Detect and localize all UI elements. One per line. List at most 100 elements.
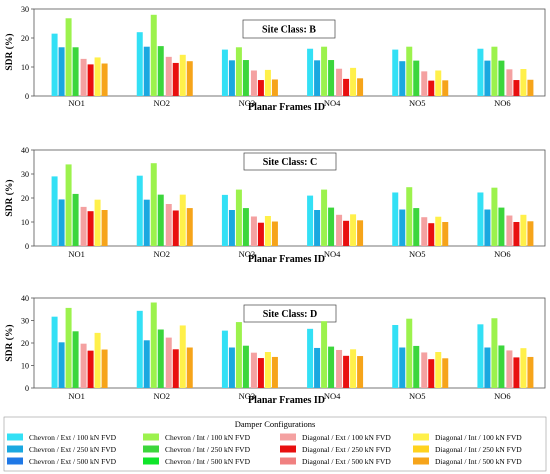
- legend-swatch: [7, 457, 23, 465]
- bar: [421, 217, 428, 246]
- legend-item: Diagonal / Ext / 500 kN FVD: [280, 457, 391, 466]
- bar: [179, 54, 186, 96]
- bar: [336, 68, 343, 96]
- bar: [51, 316, 58, 388]
- bar: [428, 80, 435, 96]
- legend-item: Diagonal / Int / 500 kN FVD: [413, 457, 522, 466]
- bar: [520, 348, 527, 388]
- bar: [179, 325, 186, 388]
- x-axis-label: Planar Frames ID: [248, 254, 325, 265]
- legend-swatch: [143, 445, 159, 453]
- legend-swatch: [413, 433, 429, 441]
- bar: [442, 222, 449, 246]
- bar: [271, 356, 278, 388]
- bar: [392, 49, 399, 96]
- bar: [136, 310, 143, 388]
- legend-swatch: [143, 433, 159, 441]
- bar: [392, 325, 399, 388]
- bar: [399, 347, 406, 388]
- bar: [80, 58, 87, 96]
- legend-item: Chevron / Int / 250 kN FVD: [143, 445, 251, 454]
- bar: [157, 329, 164, 388]
- bar: [406, 187, 413, 246]
- bar: [477, 324, 484, 388]
- x-tick-label: NO6: [494, 98, 511, 108]
- legend-swatch: [280, 457, 296, 465]
- legend-item: Chevron / Int / 500 kN FVD: [143, 457, 251, 466]
- bar: [136, 175, 143, 246]
- x-tick-label: NO2: [153, 98, 170, 108]
- bar: [498, 345, 505, 388]
- bar: [435, 216, 442, 246]
- bar: [242, 60, 249, 96]
- y-tick-label: 0: [25, 242, 29, 251]
- x-tick-label: NO1: [68, 249, 85, 259]
- bar: [428, 359, 435, 388]
- legend-label: Diagonal / Int / 100 kN FVD: [435, 433, 522, 442]
- legend-label: Chevron / Ext / 250 kN FVD: [29, 445, 117, 454]
- bar: [101, 349, 108, 388]
- chart-panel-1: 0 10 20 30 SDR (%) Planar Frames ID Site Class…: [4, 5, 546, 113]
- legend: Damper Configurations Chevron / Ext / 100…: [3, 416, 547, 472]
- bar: [328, 60, 335, 96]
- bar: [80, 206, 87, 246]
- bar: [307, 328, 314, 388]
- x-tick-label: NO5: [409, 391, 426, 401]
- bar: [314, 210, 321, 246]
- bar: [413, 208, 420, 246]
- bar: [257, 358, 264, 388]
- x-tick-label: NO3: [239, 249, 256, 259]
- y-tick-label: 0: [25, 92, 29, 101]
- chart-panel-2: 0 10 20 30 40 SDR (%) Planar Frames ID Site Cla…: [4, 146, 546, 265]
- legend-label: Diagonal / Ext / 500 kN FVD: [302, 457, 391, 466]
- x-axis-label: Planar Frames ID: [248, 102, 325, 113]
- bar: [264, 69, 271, 96]
- y-tick-label: 10: [21, 218, 29, 227]
- x-tick-label: NO3: [239, 98, 256, 108]
- bar: [242, 208, 249, 246]
- bar: [491, 187, 498, 246]
- bar: [264, 216, 271, 246]
- bar: [336, 349, 343, 388]
- x-tick-label: NO6: [494, 249, 511, 259]
- bar: [513, 80, 520, 96]
- y-tick-label: 30: [21, 317, 29, 326]
- bar: [399, 209, 406, 246]
- plot-frame: [33, 8, 546, 97]
- bar: [271, 221, 278, 246]
- bar: [392, 192, 399, 246]
- bar: [321, 321, 328, 388]
- y-tick-label: 30: [21, 170, 29, 179]
- bar: [172, 210, 179, 246]
- legend-title: Damper Configurations: [235, 419, 316, 429]
- legend-swatch: [7, 433, 23, 441]
- bar: [94, 199, 101, 246]
- bar: [506, 350, 513, 388]
- chart-panel-3: 0 10 20 30 40 SDR (%) Planar Frames ID Site Cla…: [4, 294, 546, 406]
- legend-label: Chevron / Int / 250 kN FVD: [165, 445, 251, 454]
- x-tick-label: NO2: [153, 249, 170, 259]
- bar: [328, 346, 335, 388]
- y-axis-label: SDR (%): [4, 324, 15, 361]
- legend-item: Diagonal / Int / 100 kN FVD: [413, 433, 522, 442]
- bar: [136, 32, 143, 96]
- bar: [101, 210, 108, 246]
- x-tick-label: NO6: [494, 391, 511, 401]
- bar: [228, 60, 235, 96]
- bar: [65, 164, 72, 246]
- x-tick-label: NO5: [409, 249, 426, 259]
- bar: [527, 356, 534, 388]
- bar: [101, 63, 108, 96]
- bar: [484, 347, 491, 388]
- bar: [328, 207, 335, 246]
- bar: [314, 60, 321, 96]
- bar: [51, 176, 58, 246]
- bar: [264, 352, 271, 388]
- legend-label: Chevron / Int / 100 kN FVD: [165, 433, 251, 442]
- bar: [257, 80, 264, 96]
- legend-label: Diagonal / Int / 250 kN FVD: [435, 445, 522, 454]
- bar: [527, 221, 534, 246]
- x-axis-label: Planar Frames ID: [248, 395, 325, 406]
- bar: [72, 47, 79, 96]
